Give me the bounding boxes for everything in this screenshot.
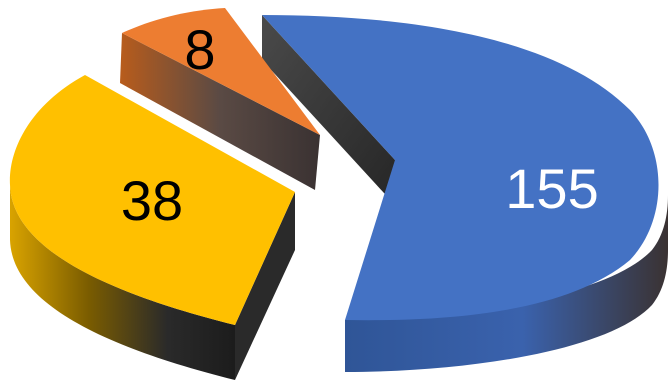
slice-155-side (345, 195, 668, 372)
data-label-38: 38 (121, 169, 183, 232)
slice-8-side (120, 33, 320, 190)
slice-38-side (10, 185, 235, 380)
slice-155-inner-wall (262, 15, 395, 205)
slice-38-inner-wall (235, 192, 295, 380)
slice-155 (262, 15, 668, 372)
slice-38 (9, 75, 296, 380)
data-label-8: 8 (184, 18, 215, 81)
slice-8-top (122, 8, 320, 135)
slice-38-top (9, 75, 296, 325)
slice-155-top (262, 15, 659, 321)
data-label-155: 155 (505, 157, 598, 220)
slice-8 (120, 8, 320, 190)
